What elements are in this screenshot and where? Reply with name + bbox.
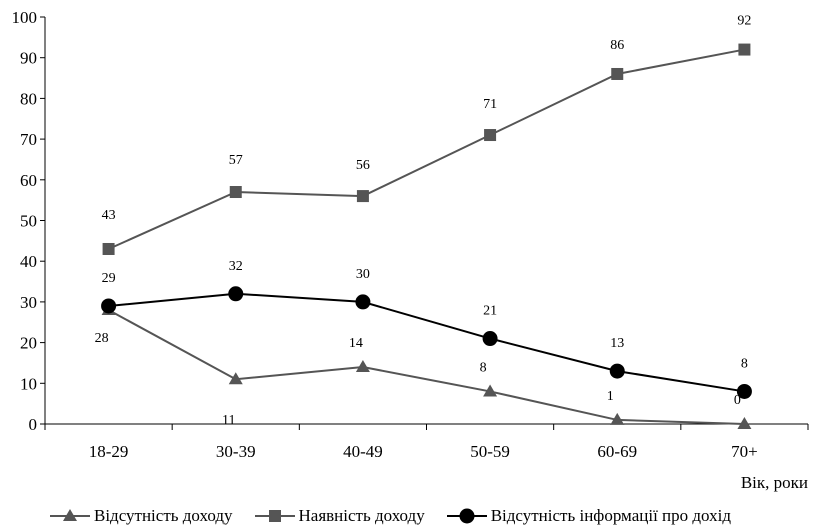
legend: Відсутність доходу Наявність доходу Відсут… — [50, 505, 810, 527]
data-point — [736, 383, 752, 399]
legend-marker — [63, 509, 77, 521]
y-tick-label: 40 — [20, 252, 37, 271]
legend-marker — [459, 508, 475, 524]
data-point — [355, 294, 371, 310]
axes — [44, 17, 808, 425]
data-point — [738, 43, 751, 56]
y-tick-label: 0 — [29, 415, 38, 434]
data-label: 1 — [607, 389, 614, 404]
data-label: 30 — [356, 267, 370, 282]
series-layer — [101, 43, 752, 429]
data-label: 14 — [349, 336, 363, 351]
x-tick-label: 40-49 — [343, 442, 383, 461]
x-tick-label: 60-69 — [597, 442, 637, 461]
data-point — [737, 417, 752, 429]
y-tick-label: 60 — [20, 171, 37, 190]
data-label: 11 — [222, 413, 235, 428]
data-label: 92 — [737, 14, 751, 29]
data-point — [355, 360, 370, 373]
circle-legend-swatch — [446, 508, 487, 524]
y-tick-label: 20 — [20, 334, 37, 353]
data-label: 56 — [356, 158, 370, 173]
series-line — [108, 48, 745, 250]
data-label: 43 — [102, 208, 116, 223]
series-line — [108, 309, 745, 425]
legend-item: Відсутність інформації про дохід — [446, 506, 731, 526]
x-tick-label: 50-59 — [470, 442, 510, 461]
y-tick-label: 100 — [12, 8, 38, 27]
series-3 — [101, 286, 752, 399]
data-point — [482, 331, 498, 347]
data-point — [610, 412, 625, 425]
data-label: 13 — [610, 336, 624, 351]
y-tick-label: 10 — [20, 374, 37, 393]
data-label: 57 — [229, 153, 243, 168]
legend-label: Наявність доходу — [298, 506, 425, 525]
data-label: 28 — [95, 331, 109, 346]
data-label: 8 — [741, 356, 748, 371]
data-point — [229, 186, 242, 199]
y-tick-label: 90 — [20, 49, 37, 68]
data-point — [228, 372, 243, 385]
data-label: 71 — [483, 97, 497, 112]
y-tick-label: 70 — [20, 130, 37, 149]
x-axis-ticks: 18-29 30-39 40-49 50-59 60-69 70+ — [44, 424, 809, 461]
data-point — [609, 363, 625, 379]
data-label: 8 — [480, 360, 487, 375]
legend-label: Відсутність інформації про дохід — [490, 506, 731, 525]
y-axis-ticks: 0 10 20 30 40 50 60 70 80 90 100 — [12, 8, 45, 434]
y-tick-label: 50 — [20, 212, 37, 231]
square-legend-swatch — [254, 510, 295, 522]
legend-item: Наявність доходу — [254, 506, 425, 526]
data-point — [102, 242, 115, 255]
data-point — [228, 286, 244, 302]
data-label: 0 — [734, 393, 741, 408]
x-axis-title: Вік, роки — [741, 473, 808, 492]
series-2 — [102, 43, 751, 255]
x-tick-label: 70+ — [731, 442, 758, 461]
x-tick-label: 18-29 — [89, 442, 129, 461]
y-tick-label: 80 — [20, 89, 37, 108]
data-labels: 28 11 14 8 1 0 43 57 56 71 86 92 29 32 30 21 13 8 — [95, 14, 752, 429]
data-label: 86 — [610, 38, 624, 53]
data-point — [484, 129, 497, 142]
series-line — [108, 292, 745, 393]
data-point — [611, 67, 624, 80]
legend-marker — [268, 510, 281, 522]
y-tick-label: 30 — [20, 293, 37, 312]
data-label: 32 — [229, 259, 243, 274]
triangle-legend-swatch — [50, 509, 90, 521]
data-point — [356, 190, 369, 203]
legend-label: Відсутність доходу — [94, 506, 233, 525]
x-tick-label: 30-39 — [216, 442, 256, 461]
legend-item: Відсутність доходу — [50, 506, 233, 526]
data-label: 29 — [102, 271, 116, 286]
data-point — [483, 384, 498, 397]
data-point — [101, 298, 117, 314]
series-1 — [101, 303, 752, 429]
data-label: 21 — [483, 304, 497, 319]
